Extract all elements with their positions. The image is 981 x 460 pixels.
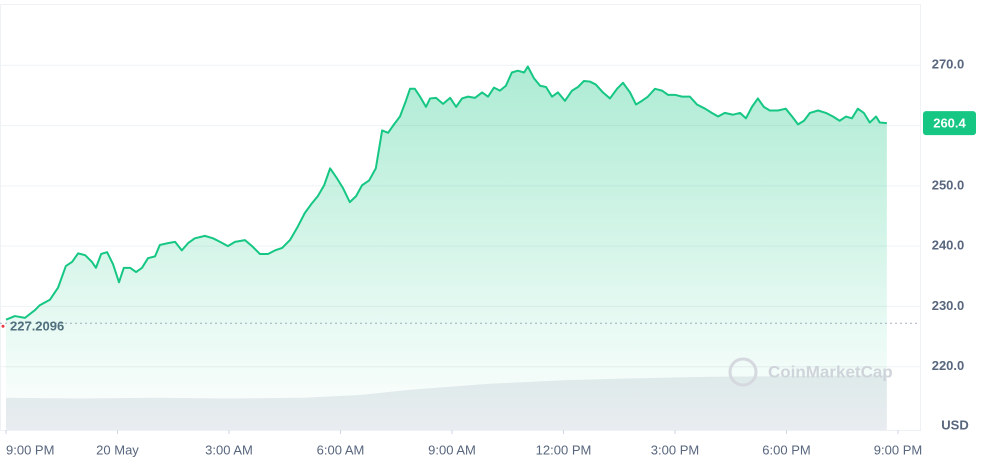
plot-frame — [0, 4, 921, 431]
watermark-logo — [728, 357, 758, 387]
x-tick-label: 3:00 PM — [651, 442, 699, 457]
x-tick-label: 9:00 PM — [874, 442, 922, 457]
y-tick-label: 220.0 — [932, 358, 965, 373]
y-tick-label: 240.0 — [932, 238, 965, 253]
currency-label: USD — [941, 417, 968, 432]
price-area — [6, 66, 887, 430]
reference-dot — [1, 324, 5, 328]
price-tag-label: 260.4 — [933, 116, 966, 131]
price-tag — [923, 111, 976, 136]
price-line — [5, 65, 887, 321]
x-tick-label: 20 May — [96, 442, 139, 457]
x-tick-label: 9:00 PM — [6, 442, 54, 457]
watermark: CoinMarketCap — [728, 357, 893, 387]
x-tick-label: 6:00 PM — [762, 442, 810, 457]
x-tick-label: 6:00 AM — [317, 442, 365, 457]
watermark-text: CoinMarketCap — [768, 362, 893, 381]
x-tick-label: 12:00 PM — [536, 442, 592, 457]
y-tick-label: 250.0 — [932, 177, 965, 192]
x-tick-label: 3:00 AM — [205, 442, 253, 457]
y-tick-label: 230.0 — [932, 298, 965, 313]
x-tick-label: 9:00 AM — [428, 442, 476, 457]
y-tick-label: 270.0 — [932, 57, 965, 72]
